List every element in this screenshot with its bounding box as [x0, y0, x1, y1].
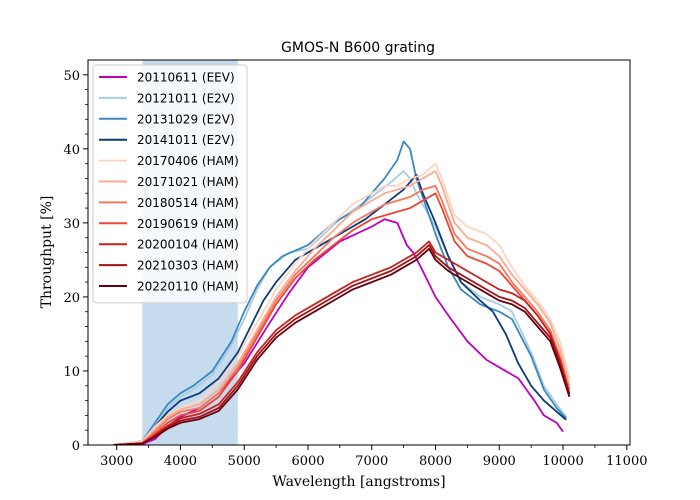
y-axis-label: Throughput [%] [39, 196, 55, 309]
x-axis-label: Wavelength [angstroms] [272, 474, 445, 490]
y-tick-label: 0 [72, 439, 80, 454]
legend-label-0: 20110611 (EEV) [137, 71, 235, 85]
series-line-5 [113, 170, 571, 445]
series-line-1 [113, 170, 567, 445]
x-tick-label: 4000 [164, 454, 197, 469]
legend-label-6: 20180514 (HAM) [137, 196, 239, 210]
series-line-3 [113, 173, 567, 445]
y-tick-label: 20 [63, 291, 80, 306]
x-tick-label: 11000 [606, 454, 647, 469]
legend-box [92, 64, 248, 304]
legend: 20110611 (EEV) 20121011 (E2V) 20131029 (E2… [92, 64, 248, 304]
x-tick-label: 7000 [355, 454, 388, 469]
x-tick-label: 9000 [483, 454, 516, 469]
y-tick-label: 50 [63, 69, 80, 84]
chart-title: GMOS-N B600 grating [281, 40, 435, 56]
legend-label-3: 20141011 (E2V) [137, 133, 235, 147]
x-tick-label: 5000 [228, 454, 261, 469]
x-tick-label: 6000 [291, 454, 324, 469]
y-tick-label: 30 [63, 217, 80, 232]
series-line-4 [113, 162, 571, 445]
x-tick-label: 8000 [419, 454, 452, 469]
legend-label-2: 20131029 (E2V) [137, 112, 235, 126]
series-line-2 [113, 140, 567, 445]
x-tick-label: 10000 [542, 454, 583, 469]
legend-label-1: 20121011 (E2V) [137, 91, 235, 105]
y-tick-label: 40 [63, 143, 80, 158]
legend-label-5: 20171021 (HAM) [137, 175, 239, 189]
series-line-6 [113, 185, 571, 445]
legend-label-8: 20200104 (HAM) [137, 238, 239, 252]
series-line-10 [113, 247, 571, 445]
series-line-9 [113, 244, 571, 445]
series-lines-layer [113, 140, 571, 445]
x-tick-label: 3000 [100, 454, 133, 469]
legend-label-10: 20220110 (HAM) [137, 280, 239, 294]
series-line-7 [113, 192, 571, 445]
y-tick-label: 10 [63, 365, 80, 380]
legend-label-4: 20170406 (HAM) [137, 154, 239, 168]
axes-layer: 3000 4000 5000 6000 7000 8000 9000 10000 11000 0 1… [63, 69, 647, 469]
legend-label-9: 20210303 (HAM) [137, 259, 239, 273]
legend-label-7: 20190619 (HAM) [137, 217, 239, 231]
series-line-8 [113, 240, 571, 445]
